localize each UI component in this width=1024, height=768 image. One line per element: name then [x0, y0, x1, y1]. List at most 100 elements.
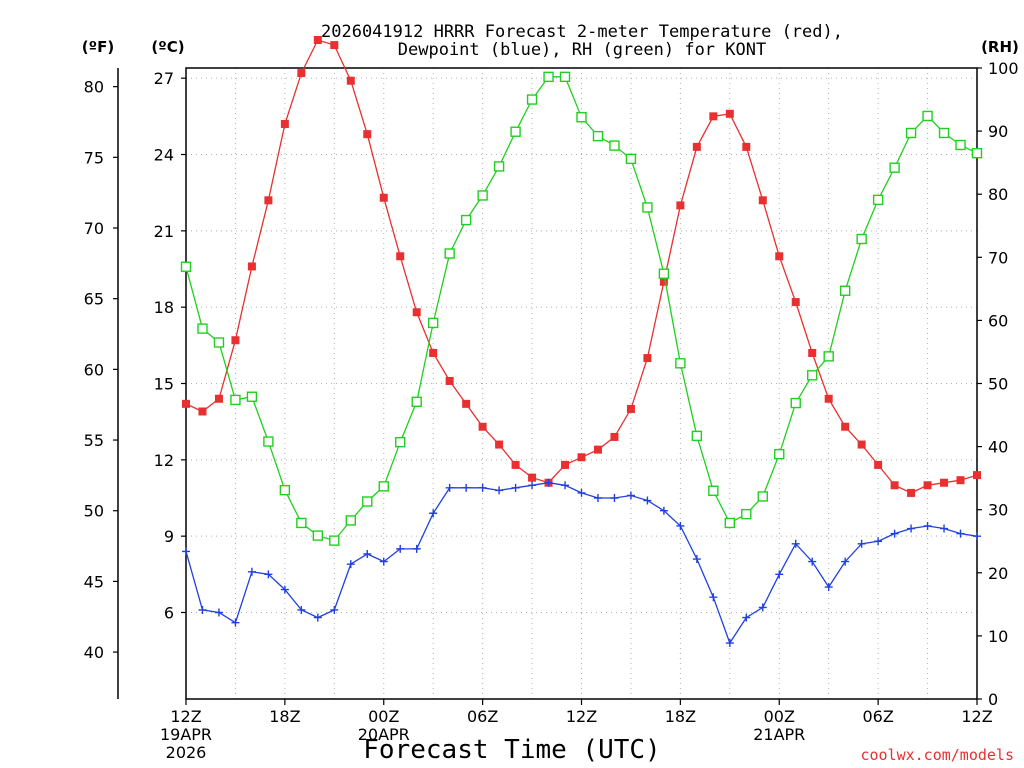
dewpoint-point	[182, 547, 190, 556]
rh-point	[724, 517, 736, 529]
dewpoint-point	[824, 583, 833, 592]
dewpoint-point	[791, 539, 800, 548]
dewpoint-point	[445, 483, 454, 492]
temperature-point	[330, 41, 339, 50]
dewpoint-point	[742, 613, 751, 622]
rh-point	[971, 147, 983, 159]
x-axis-title: Forecast Time (UTC)	[363, 735, 660, 765]
rh-tick-label: 50	[988, 375, 1008, 394]
temperature-point	[824, 394, 833, 403]
rh-point	[757, 491, 768, 502]
temperature-point	[445, 376, 454, 385]
time-tick-label: 12Z	[961, 707, 992, 726]
temperature-point	[462, 399, 471, 408]
temperature-point	[940, 478, 949, 487]
dewpoint-point	[297, 605, 306, 614]
rh-point	[543, 71, 554, 83]
time-tick-label: 06Z	[467, 707, 498, 726]
dewpoint-point	[643, 496, 652, 505]
celsius-tick-label: 24	[154, 146, 174, 165]
celsius-tick-label: 6	[164, 603, 174, 622]
rh-point	[938, 127, 950, 139]
rh-point	[526, 94, 538, 105]
dewpoint-point	[890, 529, 899, 538]
temperature-point	[577, 453, 586, 462]
temperature-point	[478, 422, 487, 431]
temperature-point	[643, 354, 652, 363]
date-label: 20APR	[358, 725, 410, 744]
temperature-point	[758, 196, 767, 205]
temperature-point	[923, 481, 932, 490]
temperature-point	[198, 407, 207, 416]
fahrenheit-tick-label: 40	[84, 643, 104, 662]
chart-title-line1: 2026041912 HRRR Forecast 2-meter Tempera…	[321, 22, 843, 42]
celsius-tick-label: 21	[154, 222, 174, 241]
temperature-point	[264, 196, 273, 205]
temperature-point	[659, 277, 668, 286]
rh-point	[510, 126, 521, 137]
rh-point	[856, 233, 867, 245]
dewpoint-point	[478, 483, 487, 492]
celsius-tick-label: 18	[154, 298, 174, 317]
dewpoint-point	[659, 506, 668, 515]
dewpoint-point	[495, 486, 504, 495]
rh-tick-label: 80	[988, 185, 1008, 204]
temperature-point	[561, 460, 570, 469]
dewpoint-point	[725, 639, 734, 648]
dewpoint-point	[593, 493, 602, 502]
rh-point	[625, 153, 637, 165]
temperature-point	[511, 460, 520, 469]
temperature-point	[725, 109, 734, 118]
rh-point	[872, 194, 884, 206]
rh-tick-label: 10	[988, 627, 1008, 646]
date-label: 21APR	[753, 725, 805, 744]
rh-point	[378, 481, 389, 492]
rh-point	[691, 430, 703, 442]
temperature-point	[742, 142, 751, 151]
temperature-point	[775, 252, 784, 261]
dewpoint-point	[280, 585, 289, 594]
temperature-point	[692, 142, 701, 151]
time-tick-label: 18Z	[665, 707, 696, 726]
rh-tick-label: 70	[988, 248, 1008, 267]
rh-tick-label: 30	[988, 501, 1008, 520]
dewpoint-point	[561, 481, 570, 490]
rh-point	[955, 139, 966, 151]
date-label: 19APR	[160, 725, 212, 744]
fahrenheit-tick-label: 55	[84, 431, 104, 450]
temperature-point	[297, 69, 306, 78]
dewpoint-point	[462, 483, 471, 492]
rh-point	[642, 202, 653, 213]
left-unit-fahrenheit: (ºF)	[82, 38, 114, 56]
rh-point	[395, 436, 406, 448]
time-tick-label: 00Z	[368, 707, 399, 726]
time-tick-label: 18Z	[269, 707, 300, 726]
dewpoint-point	[429, 509, 438, 518]
rh-tick-label: 90	[988, 122, 1008, 141]
rh-point	[180, 261, 192, 272]
rh-point	[576, 112, 587, 123]
rh-point	[460, 214, 472, 226]
dewpoint-point	[973, 532, 981, 541]
dewpoint-point	[264, 570, 273, 579]
temperature-point	[495, 440, 504, 449]
time-tick-label: 12Z	[566, 707, 597, 726]
rh-tick-label: 100	[988, 59, 1019, 78]
dewpoint-point	[907, 524, 916, 533]
rh-tick-label: 60	[988, 311, 1008, 330]
dewpoint-point	[610, 493, 619, 502]
rh-point	[427, 317, 439, 329]
dewpoint-point	[956, 529, 965, 538]
rh-point	[213, 337, 225, 348]
celsius-tick-label: 12	[154, 451, 174, 470]
temperature-point	[857, 440, 866, 449]
temperature-point	[182, 399, 190, 408]
rh-point	[230, 394, 241, 406]
dewpoint-point	[808, 557, 817, 566]
dewpoint-point	[363, 549, 372, 558]
dewpoint-point	[313, 613, 322, 622]
fahrenheit-tick-label: 80	[84, 78, 104, 97]
rh-point	[477, 190, 488, 201]
year-label: 2026	[166, 743, 207, 762]
